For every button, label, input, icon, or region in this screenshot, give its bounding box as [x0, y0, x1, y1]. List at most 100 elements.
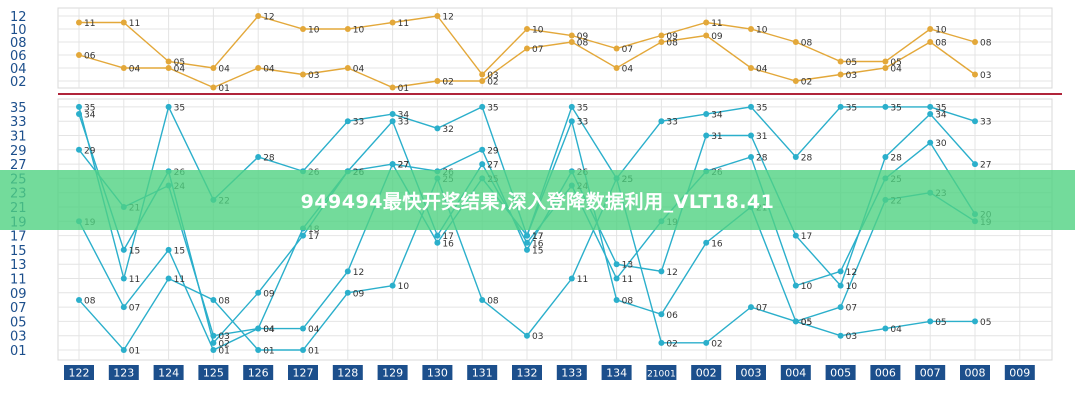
bottom-data-label: 09: [263, 289, 275, 299]
bottom-point: [76, 111, 82, 118]
top-point: [568, 32, 575, 39]
bottom-point: [300, 232, 306, 239]
bottom-data-label: 12: [666, 268, 677, 278]
top-data-label: 08: [666, 39, 678, 49]
bottom-point: [389, 282, 396, 289]
bottom-point: [927, 139, 934, 146]
bottom-point: [479, 146, 486, 153]
bottom-data-label: 27: [487, 161, 498, 171]
top-data-label: 05: [846, 58, 857, 68]
bottom-point: [658, 339, 665, 346]
bottom-y-tick-label: 07: [10, 301, 27, 316]
top-point: [748, 26, 754, 32]
top-point: [389, 19, 396, 26]
bottom-point: [882, 103, 889, 110]
bottom-data-label: 04: [263, 325, 275, 335]
bottom-y-tick-label: 27: [10, 158, 27, 173]
bottom-point: [927, 103, 934, 110]
bottom-data-label: 15: [129, 246, 140, 256]
bottom-point: [165, 103, 172, 110]
bottom-data-label: 35: [174, 103, 185, 113]
x-axis-label: 128: [337, 367, 358, 380]
x-label-box: [601, 365, 632, 380]
top-point: [658, 39, 665, 45]
bottom-data-label: 09: [353, 289, 365, 299]
top-data-label: 04: [263, 65, 275, 75]
bottom-point: [927, 318, 934, 325]
bottom-data-label: 27: [980, 161, 991, 171]
x-label-box: [153, 365, 184, 380]
bottom-data-label: 35: [890, 103, 901, 113]
bottom-point: [837, 332, 844, 339]
banner-text: 949494最快开奖结果,深入登降数据利用_VLT18.41: [300, 190, 775, 213]
top-point: [837, 71, 844, 78]
bottom-y-tick-label: 13: [10, 258, 27, 273]
bottom-data-label: 01: [218, 347, 229, 357]
bottom-point: [792, 153, 799, 160]
bottom-y-tick-label: 09: [10, 287, 27, 302]
bottom-data-label: 29: [487, 146, 499, 156]
top-point: [837, 58, 844, 65]
bottom-point: [434, 232, 441, 239]
x-label-box: [64, 365, 94, 380]
bottom-data-label: 07: [846, 304, 857, 314]
top-point: [344, 26, 351, 32]
bottom-point: [524, 239, 530, 246]
bottom-data-label: 35: [577, 103, 588, 113]
bottom-point: [613, 275, 620, 282]
top-data-label: 12: [442, 13, 453, 23]
bottom-data-label: 11: [622, 275, 633, 285]
top-data-label: 03: [487, 71, 498, 81]
bottom-point: [524, 246, 530, 253]
top-data-label: 04: [756, 65, 768, 75]
top-point: [613, 65, 620, 71]
x-label-box: [960, 365, 990, 380]
x-axis-label: 132: [517, 367, 538, 380]
x-label-box: [691, 365, 722, 380]
top-point: [120, 19, 127, 26]
bottom-data-label: 34: [398, 111, 410, 121]
bottom-point: [882, 325, 889, 332]
top-data-label: 04: [129, 65, 141, 75]
x-label-box: [332, 365, 363, 380]
top-data-label: 04: [174, 65, 186, 75]
bottom-point: [658, 118, 665, 125]
top-point: [255, 13, 262, 19]
bottom-point: [927, 111, 934, 118]
bottom-point: [703, 132, 710, 139]
x-axis-label: 007: [920, 367, 941, 380]
bottom-data-label: 02: [218, 339, 229, 349]
x-axis-label: 131: [472, 367, 493, 380]
bottom-point: [76, 103, 82, 110]
top-point: [479, 71, 486, 78]
top-y-tick-label: 12: [10, 10, 27, 25]
bottom-point: [389, 118, 396, 125]
top-data-label: 10: [935, 26, 947, 36]
bottom-data-label: 35: [84, 103, 95, 113]
bottom-point: [837, 268, 844, 275]
top-data-label: 02: [487, 78, 498, 88]
bottom-point: [434, 239, 441, 246]
bottom-data-label: 16: [532, 239, 544, 249]
top-point: [389, 84, 396, 91]
top-data-label: 07: [622, 45, 633, 55]
banner-overlay: 949494最快开奖结果,深入登降数据利用_VLT18.41: [0, 170, 1075, 230]
bottom-point: [658, 268, 665, 275]
top-point: [165, 58, 172, 65]
top-data-label: 01: [398, 84, 409, 94]
x-axis-label: 130: [427, 367, 448, 380]
top-point: [479, 78, 486, 84]
top-point: [210, 65, 217, 71]
bottom-data-label: 06: [666, 311, 678, 321]
top-y-tick-label: 06: [10, 49, 27, 64]
bottom-point: [120, 347, 127, 353]
bottom-point: [568, 118, 575, 125]
bottom-y-tick-label: 33: [10, 115, 27, 130]
bottom-y-tick-label: 11: [10, 273, 27, 288]
bottom-point: [76, 146, 82, 153]
top-point: [524, 26, 530, 32]
top-data-label: 04: [622, 65, 634, 75]
x-label-box: [915, 365, 946, 380]
bottom-point: [524, 232, 530, 239]
x-axis-label: 127: [293, 367, 314, 380]
